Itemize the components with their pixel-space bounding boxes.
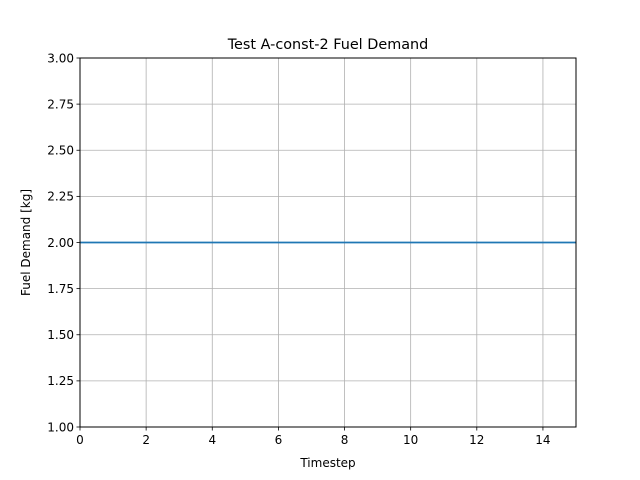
- x-tick-label: 14: [535, 433, 550, 447]
- y-tick-label: 1.50: [47, 328, 74, 342]
- x-axis-label: Timestep: [299, 456, 355, 470]
- x-tick-label: 12: [469, 433, 484, 447]
- x-tick-label: 2: [142, 433, 150, 447]
- y-tick-label: 3.00: [47, 51, 74, 65]
- y-axis-label: Fuel Demand [kg]: [19, 189, 33, 296]
- x-tick-label: 8: [341, 433, 349, 447]
- y-tick-label: 2.75: [47, 97, 74, 111]
- chart-title: Test A-const-2 Fuel Demand: [227, 37, 429, 53]
- x-tick-label: 6: [275, 433, 283, 447]
- y-tick-label: 1.75: [47, 282, 74, 296]
- y-tick-label: 2.00: [47, 236, 74, 250]
- x-tick-label: 10: [403, 433, 418, 447]
- y-tick-label: 2.50: [47, 144, 74, 158]
- y-tick-label: 1.25: [47, 374, 74, 388]
- x-tick-label: 4: [208, 433, 216, 447]
- y-tick-label: 2.25: [47, 190, 74, 204]
- ticks: 0 2 4 6 8 10 12 14 1.00 1.25 1.50 1.75 2.00 2.25 2.50 2…: [47, 51, 550, 447]
- x-tick-label: 0: [76, 433, 84, 447]
- y-tick-label: 1.00: [47, 420, 74, 434]
